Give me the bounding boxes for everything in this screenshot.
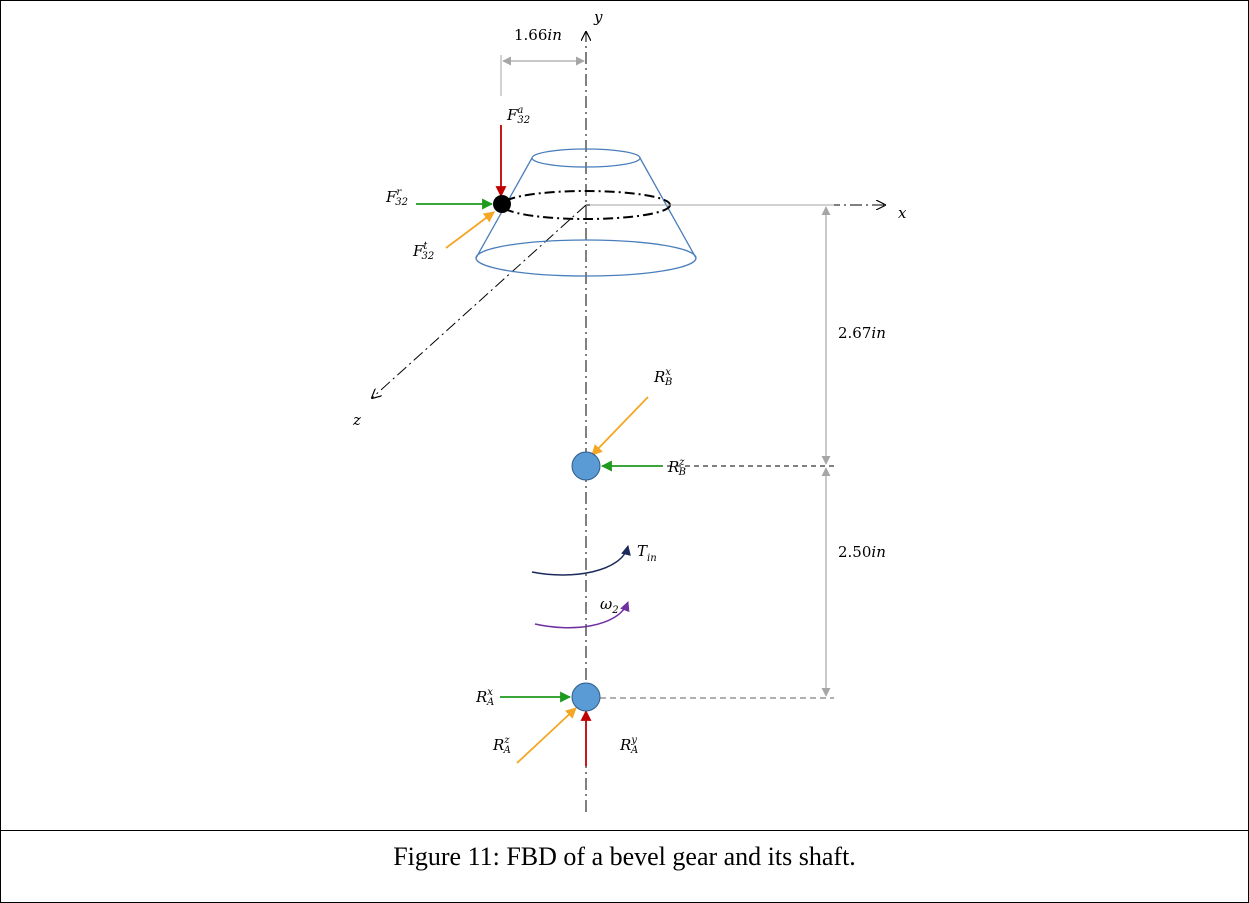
dimensions: 1.66in 2.67in 2.50in [500, 26, 886, 699]
label-torque: Tin [637, 542, 657, 564]
radius-value: 1.66 [514, 26, 547, 44]
label-F32-tangential: Ft 32 [412, 241, 434, 262]
upper-dimension-label: 2.67in [838, 324, 886, 342]
radius-dimension-label: 1.66in [514, 26, 562, 44]
label-RB-x: Rx B [653, 367, 672, 388]
lower-dimension-unit: in [871, 543, 885, 561]
angular-velocity-arc [534, 601, 630, 629]
force-arrow-RB-x [591, 396, 649, 456]
y-axis-label: y [593, 8, 603, 26]
upper-dimension-value: 2.67 [838, 324, 871, 342]
label-RB-z: Rz B [667, 457, 686, 478]
force-arrow-RA-z [516, 707, 577, 764]
label-angular-velocity: ω2 [600, 595, 619, 616]
label-F32-axial: Fa 32 [506, 105, 530, 126]
force-arrow-F32-tangential [445, 211, 495, 249]
fbd-diagram: y x z 1.66in 2.67in 2.50in Fa 32 Fr 32 Ft 3… [352, 8, 907, 812]
lower-dimension-value: 2.50 [838, 543, 871, 561]
z-axis-label: z [352, 411, 361, 429]
lower-dimension-label: 2.50in [838, 543, 886, 561]
figure-caption: Figure 11: FBD of a bevel gear and its s… [393, 842, 856, 871]
caption-divider [0, 830, 1249, 831]
radius-unit: in [547, 26, 561, 44]
z-axis [372, 204, 587, 398]
torque-arc [531, 545, 631, 576]
label-RA-x: Rx A [475, 687, 494, 708]
bearing-a [571, 682, 601, 712]
mesh-contact-point [493, 195, 511, 213]
x-axis-label: x [898, 204, 907, 222]
bearing-b [571, 451, 601, 481]
upper-dimension-unit: in [871, 324, 885, 342]
label-RA-y: Ry A [619, 735, 638, 756]
label-F32-radial: Fr 32 [385, 187, 408, 208]
label-RA-z: Rz A [492, 735, 511, 756]
